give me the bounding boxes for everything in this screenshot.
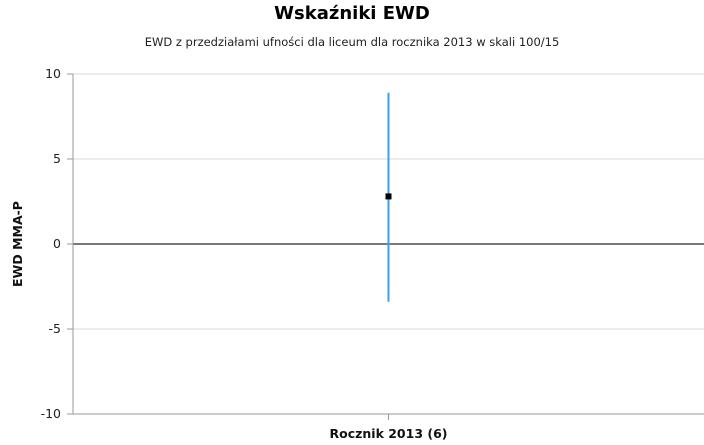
y-tick-label: 10 [45, 66, 61, 81]
y-tick-label: -10 [41, 406, 61, 421]
data-point [386, 193, 392, 199]
y-axis-label: EWD MMA-P [10, 201, 25, 287]
mark-layer [386, 93, 392, 302]
y-tick-label: 0 [53, 236, 61, 251]
axis-layer: 10 5 0 -5 -10 Rocznik 2013 (6) [41, 66, 704, 441]
x-tick-label: Rocznik 2013 (6) [329, 426, 447, 441]
y-tick-label: -5 [49, 321, 61, 336]
y-tick-label: 5 [53, 151, 61, 166]
